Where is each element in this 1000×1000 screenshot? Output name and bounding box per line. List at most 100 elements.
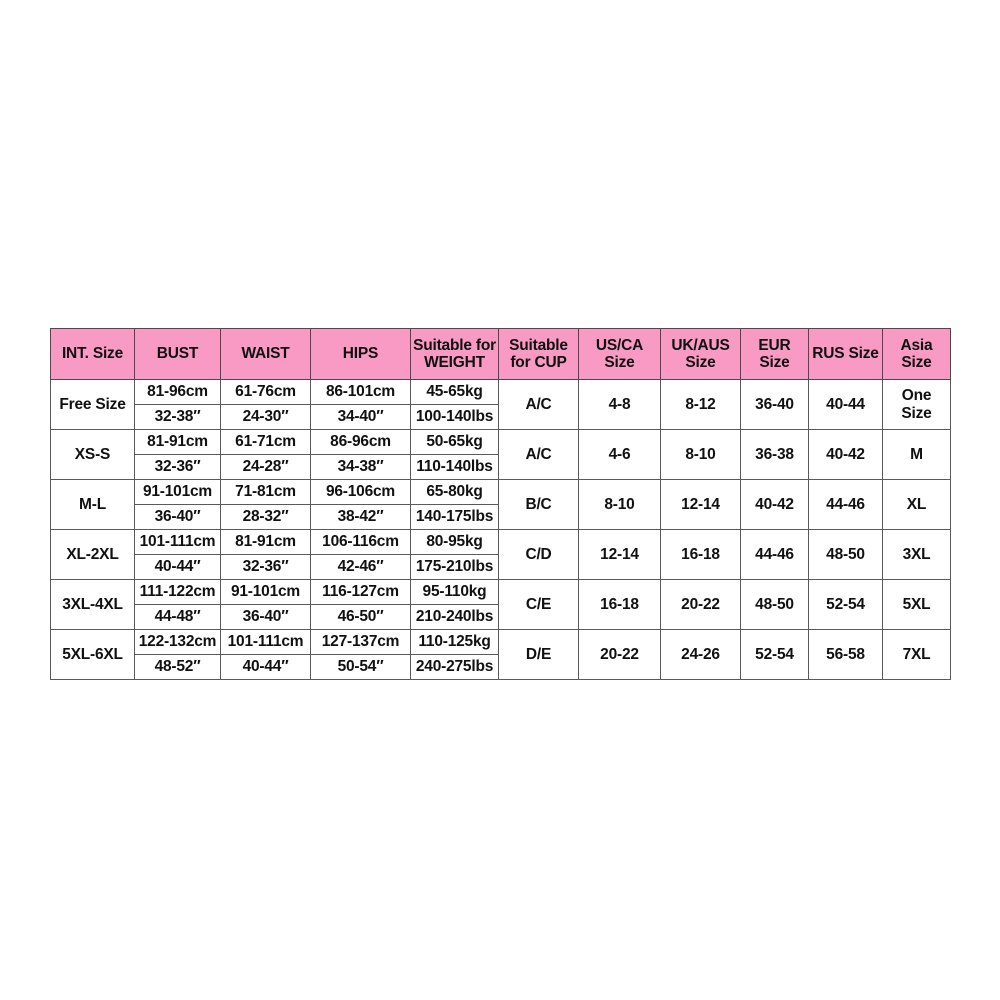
cell-eur: 36-38 [740, 429, 809, 480]
cell-us-ca: 4-6 [578, 429, 661, 480]
cell-cup: C/E [498, 579, 579, 630]
table-row: 32-36″ 24-28″ 34-38″ 110-140lbs [51, 454, 951, 480]
cell-weight-kg: 65-80kg [410, 479, 499, 505]
table-row: Free Size 81-96cm 61-76cm 86-101cm 45-65kg A/… [50, 379, 951, 430]
cell-hips-cm: 127-137cm [310, 629, 411, 655]
cell-waist-in: 24-30″ [220, 404, 311, 430]
cell-hips-in: 34-38″ [310, 454, 411, 480]
cell-hips-cm: 116-127cm [310, 579, 411, 605]
header-row: INT. Size BUST WAIST HIPS Suitable for W… [50, 328, 951, 380]
cell-hips-cm: 86-96cm [310, 429, 411, 455]
cell-weight-lbs: 100-140lbs [410, 404, 499, 430]
table-body: Free Size 81-96cm 61-76cm 86-101cm 45-65kg A/… [50, 379, 951, 680]
cell-waist-in: 36-40″ [220, 604, 311, 630]
row-label-int-size: M-L [50, 479, 135, 530]
cell-rus: 44-46 [808, 479, 883, 530]
row-label-int-size: XL-2XL [50, 529, 135, 580]
cell-bust-cm: 81-96cm [134, 379, 221, 405]
column-header-eur: EUR Size [740, 328, 809, 380]
cell-bust-cm: 91-101cm [134, 479, 221, 505]
cell-hips-in: 46-50″ [310, 604, 411, 630]
row-label-int-size: XS-S [50, 429, 135, 480]
cell-us-ca: 12-14 [578, 529, 661, 580]
cell-uk-aus: 12-14 [660, 479, 741, 530]
cell-waist-cm: 91-101cm [220, 579, 311, 605]
cell-waist-in: 24-28″ [220, 454, 311, 480]
cell-weight-lbs: 140-175lbs [410, 504, 499, 530]
table-row: XS-S 81-91cm 61-71cm 86-96cm 50-65kg A/C 4-6 8-… [50, 429, 951, 480]
table-row: XL-2XL 101-111cm 81-91cm 106-116cm 80-95kg C/… [50, 529, 951, 580]
row-label-int-size: 5XL-6XL [50, 629, 135, 680]
cell-uk-aus: 8-10 [660, 429, 741, 480]
cell-asia: M [882, 429, 951, 480]
cell-bust-in: 48-52″ [134, 654, 221, 680]
cell-waist-in: 40-44″ [220, 654, 311, 680]
cell-bust-in: 32-36″ [134, 454, 221, 480]
table-row: 44-48″ 36-40″ 46-50″ 210-240lbs [51, 604, 951, 630]
cell-waist-cm: 101-111cm [220, 629, 311, 655]
cell-eur: 52-54 [740, 629, 809, 680]
cell-bust-in: 32-38″ [134, 404, 221, 430]
cell-waist-cm: 61-76cm [220, 379, 311, 405]
size-chart-table: INT. Size BUST WAIST HIPS Suitable for W… [50, 328, 951, 680]
cell-weight-lbs: 110-140lbs [410, 454, 499, 480]
cell-asia: 7XL [882, 629, 951, 680]
cell-rus: 40-44 [808, 379, 883, 430]
cell-weight-kg: 110-125kg [410, 629, 499, 655]
cell-uk-aus: 24-26 [660, 629, 741, 680]
cell-eur: 36-40 [740, 379, 809, 430]
cell-asia: 5XL [882, 579, 951, 630]
cell-us-ca: 20-22 [578, 629, 661, 680]
cell-hips-cm: 86-101cm [310, 379, 411, 405]
column-header-int-size: INT. Size [50, 328, 135, 380]
cell-bust-in: 44-48″ [134, 604, 221, 630]
cell-rus: 48-50 [808, 529, 883, 580]
cell-eur: 40-42 [740, 479, 809, 530]
cell-uk-aus: 16-18 [660, 529, 741, 580]
cell-hips-in: 34-40″ [310, 404, 411, 430]
column-header-uk-aus: UK/AUS Size [660, 328, 741, 380]
cell-waist-in: 32-36″ [220, 554, 311, 580]
cell-bust-cm: 122-132cm [134, 629, 221, 655]
cell-cup: C/D [498, 529, 579, 580]
cell-asia: One Size [882, 379, 951, 430]
cell-bust-in: 36-40″ [134, 504, 221, 530]
cell-bust-cm: 81-91cm [134, 429, 221, 455]
table-row: 48-52″ 40-44″ 50-54″ 240-275lbs [51, 654, 951, 680]
row-label-int-size: Free Size [50, 379, 135, 430]
cell-eur: 48-50 [740, 579, 809, 630]
cell-asia: XL [882, 479, 951, 530]
cell-cup: D/E [498, 629, 579, 680]
cell-weight-lbs: 210-240lbs [410, 604, 499, 630]
cell-uk-aus: 20-22 [660, 579, 741, 630]
cell-cup: B/C [498, 479, 579, 530]
table-header: INT. Size BUST WAIST HIPS Suitable for W… [50, 328, 951, 380]
cell-waist-cm: 61-71cm [220, 429, 311, 455]
cell-hips-in: 38-42″ [310, 504, 411, 530]
table-row: 40-44″ 32-36″ 42-46″ 175-210lbs [51, 554, 951, 580]
column-header-bust: BUST [134, 328, 221, 380]
cell-bust-cm: 101-111cm [134, 529, 221, 555]
cell-us-ca: 4-8 [578, 379, 661, 430]
table-row: M-L 91-101cm 71-81cm 96-106cm 65-80kg B/C 8-10… [50, 479, 951, 530]
column-header-rus: RUS Size [808, 328, 883, 380]
cell-hips-cm: 106-116cm [310, 529, 411, 555]
column-header-hips: HIPS [310, 328, 411, 380]
column-header-asia: Asia Size [882, 328, 951, 380]
cell-weight-kg: 80-95kg [410, 529, 499, 555]
cell-rus: 40-42 [808, 429, 883, 480]
cell-cup: A/C [498, 429, 579, 480]
cell-waist-in: 28-32″ [220, 504, 311, 530]
column-header-cup: Suitable for CUP [498, 328, 579, 380]
cell-hips-in: 42-46″ [310, 554, 411, 580]
column-header-weight: Suitable for WEIGHT [410, 328, 499, 380]
cell-weight-kg: 50-65kg [410, 429, 499, 455]
column-header-us-ca: US/CA Size [578, 328, 661, 380]
cell-weight-kg: 45-65kg [410, 379, 499, 405]
size-chart-container: INT. Size BUST WAIST HIPS Suitable for W… [50, 328, 951, 680]
cell-weight-kg: 95-110kg [410, 579, 499, 605]
table-row: 3XL-4XL 111-122cm 91-101cm 116-127cm 95-110k… [50, 579, 951, 630]
table-row: 5XL-6XL 122-132cm 101-111cm 127-137cm 110-12… [50, 629, 951, 680]
table-row: 32-38″ 24-30″ 34-40″ 100-140lbs [51, 404, 951, 430]
cell-uk-aus: 8-12 [660, 379, 741, 430]
